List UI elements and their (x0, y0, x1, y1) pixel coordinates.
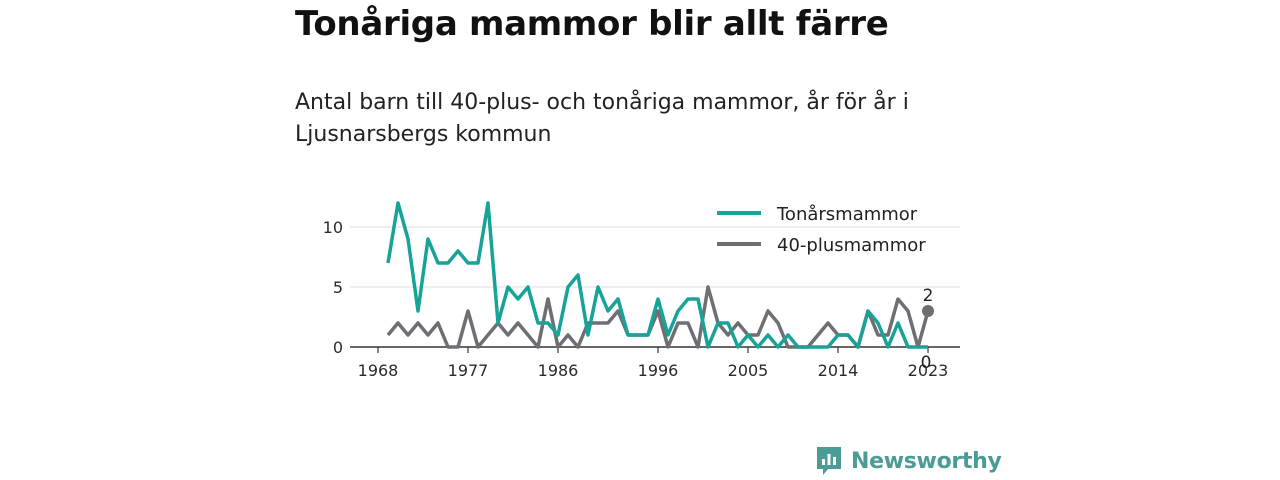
line-chart: 0 5 10 1968 1977 1986 1996 2005 2014 2023 2 0 Tonår… (323, 201, 960, 380)
x-tick-label: 1968 (358, 361, 399, 380)
brand-logo: Newsworthy (815, 444, 1002, 478)
series-line-40-plusmammor (386, 285, 930, 349)
x-tick-label: 2014 (818, 361, 859, 380)
end-point-40-plusmammor (922, 305, 934, 317)
y-tick-label: 5 (333, 278, 343, 297)
series-lines (386, 201, 934, 349)
y-tick-label: 10 (323, 218, 343, 237)
end-label-40-plusmammor: 2 (923, 286, 934, 306)
brand-name: Newsworthy (851, 448, 1002, 474)
tick-labels: 0 5 10 1968 1977 1986 1996 2005 2014 2023 2 0 (323, 218, 949, 380)
chart-card: Tonåriga mammor blir allt färre Antal ba… (295, 0, 1002, 480)
chart-title: Tonåriga mammor blir allt färre (295, 4, 889, 44)
x-tick-label: 1977 (448, 361, 489, 380)
x-tick-label: 2023 (908, 361, 949, 380)
x-tick-label: 2005 (728, 361, 769, 380)
gridlines (350, 226, 960, 288)
chart-subtitle: Antal barn till 40-plus- och tonåriga ma… (295, 90, 909, 147)
legend-label: Tonårsmammor (776, 204, 918, 225)
end-label-tonarsmammor: 0 (921, 353, 932, 373)
y-tick-label: 0 (333, 338, 343, 357)
legend: Tonårsmammor 40-plusmammor (717, 204, 926, 256)
x-tick-label: 1996 (638, 361, 679, 380)
series-line-tonarsmammor (386, 201, 928, 349)
newsworthy-logo-icon (817, 447, 841, 475)
x-axis (350, 346, 960, 353)
x-tick-label: 1986 (538, 361, 579, 380)
legend-label: 40-plusmammor (777, 235, 926, 256)
